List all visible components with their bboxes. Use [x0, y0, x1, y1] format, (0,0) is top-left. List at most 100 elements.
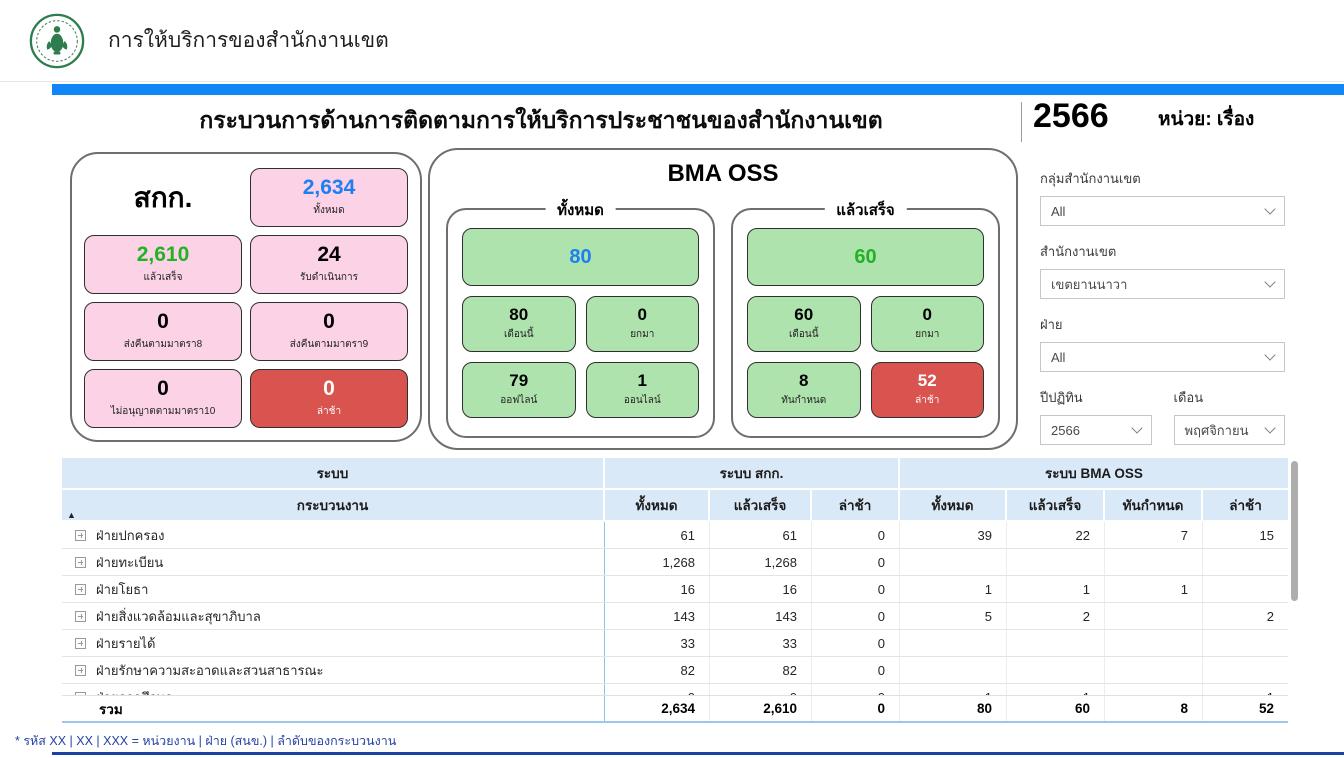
bma-group-legend: แล้วเสร็จ [824, 198, 907, 222]
bma-group-completed: แล้วเสร็จ 60 60 เดือนนี้ 0 ยกมา 8 ทันกำห… [731, 198, 1000, 438]
expand-icon[interactable] [75, 691, 86, 695]
cell: 16 [605, 576, 710, 602]
expand-icon[interactable] [75, 583, 86, 595]
stat-value: 8 [799, 371, 809, 391]
cell: 0 [812, 684, 900, 695]
chevron-down-icon [1130, 422, 1143, 434]
page-title: กระบวนการด้านการติดตามการให้บริการประชาช… [199, 107, 883, 133]
expand-icon[interactable] [75, 664, 86, 676]
app-title: การให้บริการของสำนักงานเขต [108, 29, 389, 52]
stat-box-carried-over: 0 ยกมา [585, 296, 699, 352]
col-header-sakk-total[interactable]: ทั้งหมด [605, 490, 710, 522]
stat-value: 60 [794, 305, 814, 325]
total-cell: 8 [1105, 696, 1203, 721]
cell [1105, 549, 1203, 575]
chevron-down-icon [1264, 349, 1276, 361]
row-name-cell: ฝ่ายปกครอง [62, 522, 605, 548]
stat-box-in-progress: 24 รับดำเนินการ [250, 235, 408, 294]
bma-group-total: ทั้งหมด 80 80 เดือนนี้ 0 ยกมา 79 ออฟไลน์ [446, 198, 715, 438]
bma-group-legend: ทั้งหมด [545, 198, 616, 222]
col-header-sakk-completed[interactable]: แล้วเสร็จ [710, 490, 812, 522]
expand-icon[interactable] [75, 556, 86, 568]
table-body: ฝ่ายปกครอง 61 61 0 39 22 7 15 ฝ่ายทะเบีย… [62, 522, 1288, 695]
district-group-dropdown[interactable]: All [1040, 196, 1285, 226]
col-header-oss-total[interactable]: ทั้งหมด [900, 490, 1007, 522]
stat-value: 52 [917, 371, 937, 391]
chevron-down-icon [1264, 422, 1276, 434]
col-header-process[interactable]: กระบวนงาน ▲ [62, 490, 605, 522]
col-header-oss-on-time[interactable]: ทันกำหนด [1105, 490, 1203, 522]
cell [900, 549, 1007, 575]
cell: 7 [1105, 522, 1203, 548]
process-table: ระบบ ระบบ สกก. ระบบ BMA OSS กระบวนงาน ▲ … [62, 458, 1298, 723]
table-total-row: รวม 2,634 2,610 0 80 60 8 52 [62, 695, 1288, 723]
cell: 143 [710, 603, 812, 629]
stat-label: แล้วเสร็จ [143, 271, 183, 283]
cell [1203, 576, 1288, 602]
dropdown-value: 2566 [1051, 422, 1080, 438]
table-group-header-row: ระบบ ระบบ สกก. ระบบ BMA OSS [62, 458, 1288, 490]
col-header-sakk-delayed[interactable]: ล่าช้า [812, 490, 900, 522]
total-label-cell: รวม [62, 696, 605, 721]
footnote: * รหัส XX | XX | XXX = หน่วยงาน | ฝ่าย (… [15, 734, 397, 748]
total-cell: 80 [900, 696, 1007, 721]
table-row: ฝ่ายสิ่งแวดล้อมและสุขาภิบาล 143 143 0 5 … [62, 603, 1288, 630]
table-scrollbar[interactable] [1291, 461, 1298, 601]
row-name: ฝ่ายทะเบียน [96, 554, 164, 570]
stat-box-returned-s9: 0 ส่งคืนตามมาตรา9 [250, 302, 408, 361]
calendar-year-dropdown[interactable]: 2566 [1040, 415, 1152, 445]
stat-label: รับดำเนินการ [300, 271, 358, 283]
stat-label: ออฟไลน์ [500, 394, 538, 406]
accent-bar [52, 84, 1344, 95]
row-name-cell: ฝ่ายการศึกษา [62, 684, 605, 695]
sort-ascending-icon[interactable]: ▲ [67, 510, 76, 520]
stat-value: 79 [509, 371, 529, 391]
cell: 1,268 [710, 549, 812, 575]
stat-label: ล่าช้า [915, 394, 940, 406]
cell [1007, 630, 1105, 656]
stat-value: 0 [323, 310, 335, 334]
expand-icon[interactable] [75, 610, 86, 622]
cell: 0 [812, 522, 900, 548]
bma-oss-title: BMA OSS [667, 160, 779, 187]
cell [1105, 657, 1203, 683]
cell: 61 [710, 522, 812, 548]
month-dropdown[interactable]: พฤศจิกายน [1173, 415, 1285, 445]
col-group-bma-oss: ระบบ BMA OSS [900, 458, 1288, 490]
col-header-oss-completed[interactable]: แล้วเสร็จ [1007, 490, 1105, 522]
col-header-oss-delayed[interactable]: ล่าช้า [1203, 490, 1288, 522]
stat-value: 80 [509, 305, 529, 325]
row-name-cell: ฝ่ายโยธา [62, 576, 605, 602]
stat-value: 60 [854, 245, 877, 268]
row-name: ฝ่ายปกครอง [96, 527, 165, 543]
cell: 1 [1105, 576, 1203, 602]
cell: 61 [605, 522, 710, 548]
expand-icon[interactable] [75, 637, 86, 649]
filter-panel: กลุ่มสำนักงานเขต All สำนักงานเขต เขตยานน… [1040, 168, 1285, 460]
cell: 1,268 [605, 549, 710, 575]
stat-label: ออนไลน์ [623, 394, 661, 406]
cell: 0 [812, 549, 900, 575]
district-office-dropdown[interactable]: เขตยานนาวา [1040, 269, 1285, 299]
expand-icon[interactable] [75, 529, 86, 541]
stat-box-online: 1 ออนไลน์ [585, 362, 699, 418]
stat-box-completed: 2,610 แล้วเสร็จ [84, 235, 242, 294]
table-row: ฝ่ายการศึกษา 0 0 0 1 1 1 [62, 684, 1288, 695]
cell: 0 [812, 657, 900, 683]
stat-box-total: 2,634 ทั้งหมด [250, 168, 408, 227]
stat-value: 0 [323, 377, 335, 401]
cell: 1 [1007, 576, 1105, 602]
table-row: ฝ่ายรายได้ 33 33 0 [62, 630, 1288, 657]
cell: 1 [900, 576, 1007, 602]
stat-label: ยกมา [630, 328, 655, 340]
title-divider [1021, 102, 1022, 142]
stat-box-not-permitted-s10: 0 ไม่อนุญาตตามมาตรา10 [84, 369, 242, 428]
division-label: ฝ่าย [1040, 317, 1063, 332]
bma-seal-icon [29, 13, 85, 68]
row-name: ฝ่ายสิ่งแวดล้อมและสุขาภิบาล [96, 608, 261, 624]
cell: 5 [900, 603, 1007, 629]
stat-box-offline: 79 ออฟไลน์ [462, 362, 576, 418]
stat-label: ส่งคืนตามมาตรา9 [289, 338, 369, 350]
stat-label: เดือนนี้ [503, 328, 534, 340]
division-dropdown[interactable]: All [1040, 342, 1285, 372]
